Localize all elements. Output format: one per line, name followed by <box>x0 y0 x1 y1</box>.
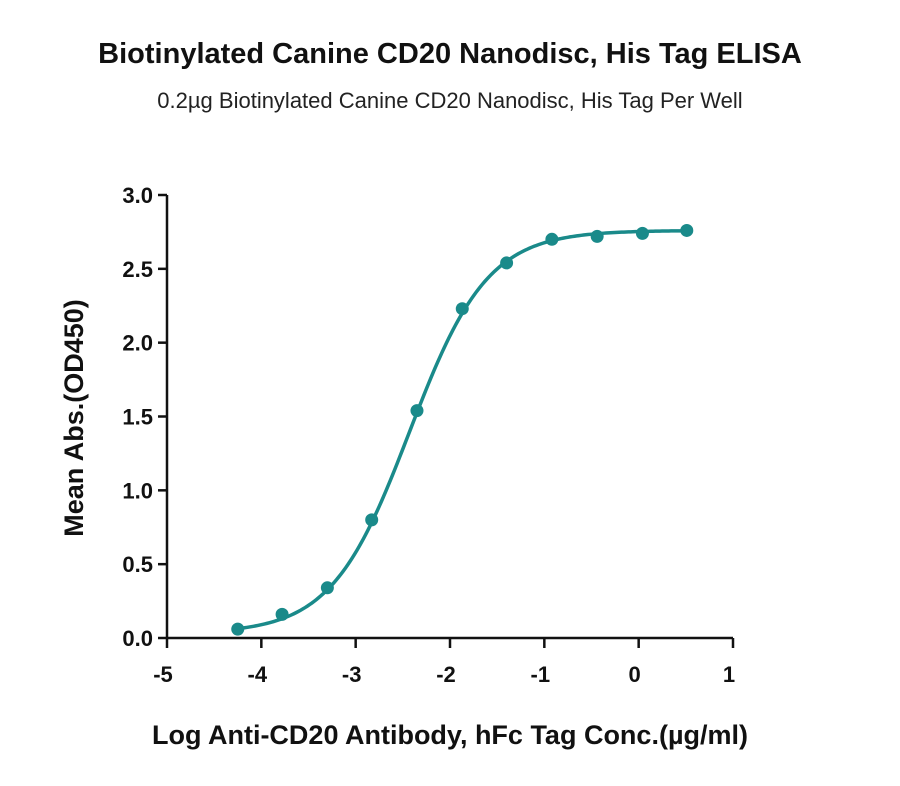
data-point <box>275 607 289 621</box>
x-tick-label: 0 <box>629 662 641 687</box>
y-tick-label: 0.0 <box>122 626 153 651</box>
data-points-layer <box>231 223 694 636</box>
y-axis-label: Mean Abs.(OD450) <box>59 299 89 537</box>
axes: 0.0 0.5 1.0 1.5 2.0 2.5 3.0 -5 -4 -3 -2 -1 0 1 <box>122 183 735 687</box>
y-tick-label: 2.5 <box>122 257 153 282</box>
y-tick-label: 2.0 <box>122 331 153 356</box>
data-point <box>410 404 424 418</box>
data-point <box>231 622 245 636</box>
data-point <box>680 223 694 237</box>
x-axis-label: Log Anti-CD20 Antibody, hFc Tag Conc.(µg… <box>152 720 748 750</box>
x-tick-label: -3 <box>342 662 362 687</box>
x-tick-label: -4 <box>248 662 268 687</box>
x-tick-label: -2 <box>436 662 456 687</box>
data-point <box>320 581 334 595</box>
chart-title: Biotinylated Canine CD20 Nanodisc, His T… <box>98 38 802 70</box>
chart-subtitle: 0.2µg Biotinylated Canine CD20 Nanodisc,… <box>157 88 743 113</box>
fit-curve-layer <box>237 229 687 631</box>
y-tick-label: 3.0 <box>122 183 153 208</box>
y-tick-label: 1.5 <box>122 405 153 430</box>
y-tick-label: 0.5 <box>122 552 153 577</box>
data-point <box>500 256 514 270</box>
x-tick-label: -5 <box>153 662 173 687</box>
x-tick-label: 1 <box>723 662 735 687</box>
x-tick-label: -1 <box>531 662 551 687</box>
data-point <box>365 513 379 527</box>
data-point <box>635 226 649 240</box>
y-tick-label: 1.0 <box>122 478 153 503</box>
data-point <box>590 229 604 243</box>
data-point <box>545 232 559 246</box>
data-point <box>455 302 469 316</box>
fit-curve <box>237 229 687 631</box>
